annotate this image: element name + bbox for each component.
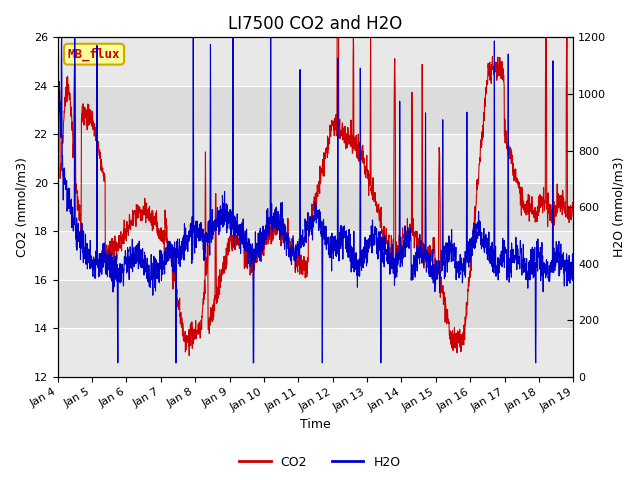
Text: MB_flux: MB_flux	[68, 48, 120, 61]
Y-axis label: H2O (mmol/m3): H2O (mmol/m3)	[612, 157, 625, 257]
X-axis label: Time: Time	[300, 419, 331, 432]
Bar	[58, 231, 573, 280]
Bar	[58, 37, 573, 86]
Bar	[58, 328, 573, 377]
Bar	[58, 134, 573, 183]
Bar	[58, 280, 573, 328]
Legend: CO2, H2O: CO2, H2O	[234, 451, 406, 474]
Y-axis label: CO2 (mmol/m3): CO2 (mmol/m3)	[15, 157, 28, 257]
Bar	[58, 183, 573, 231]
Bar	[58, 86, 573, 134]
Title: LI7500 CO2 and H2O: LI7500 CO2 and H2O	[228, 15, 403, 33]
